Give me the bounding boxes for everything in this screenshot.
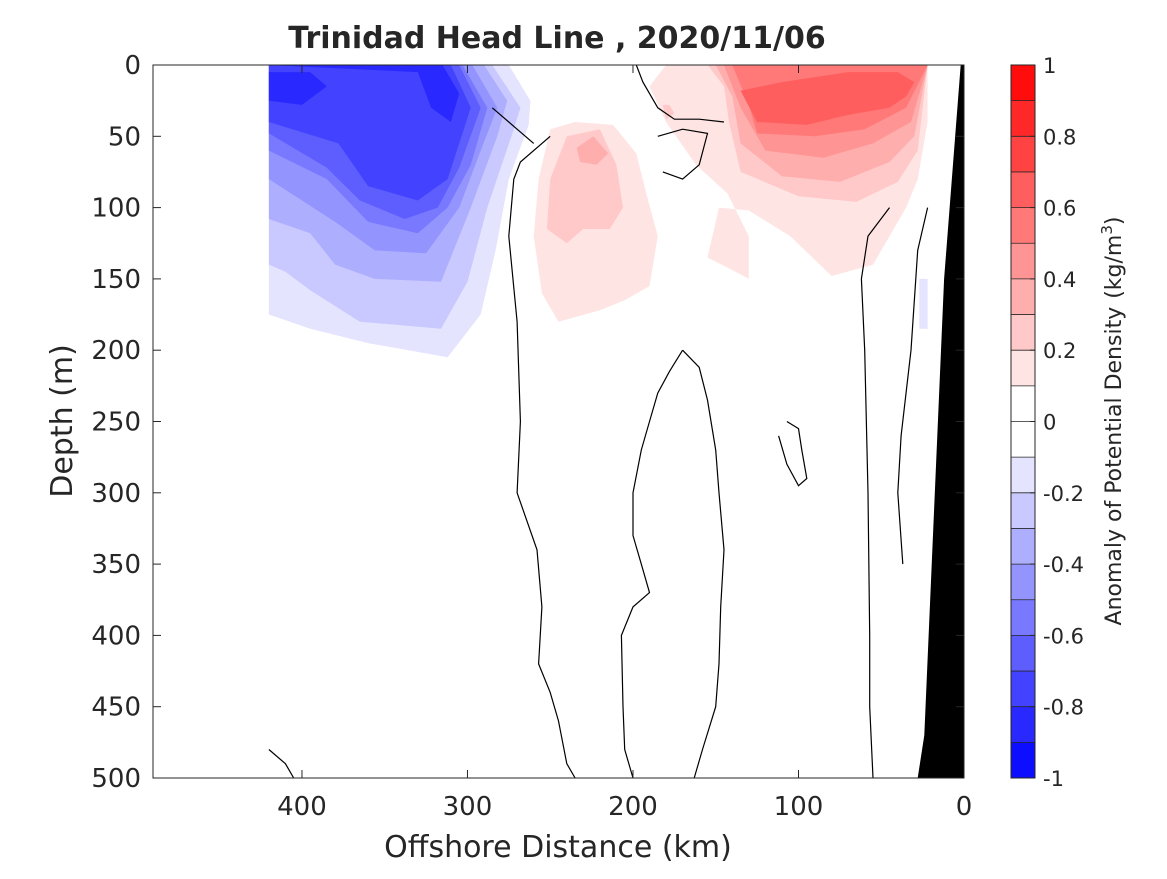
colorbar-tick-label-0.4: 0.4 [1043,268,1076,292]
colorbar-tick-label-0.8: 0.8 [1043,125,1076,149]
chart-title: Trinidad Head Line , 2020/11/06 [288,21,825,56]
contour-region-9 [919,278,928,329]
y-tick-label-500: 500 [91,764,141,794]
colorbar-band-11 [1011,457,1035,494]
contour-region-6 [268,65,471,201]
y-tick-label-250: 250 [91,408,141,438]
x-axis: 400 300 200 100 0 [277,65,972,822]
colorbar-unit-suffix: ) [1102,217,1127,226]
y-tick-label-300: 300 [91,479,141,509]
contour-region-8 [268,72,327,105]
contour-region-13 [662,104,675,120]
contour-line-5 [620,349,684,778]
y-axis: 0 50 100 150 200 250 300 350 400 450 500 [91,51,964,794]
colorbar-tick-label-0.6: 0.6 [1043,197,1076,221]
colorbar: 1 0.8 0.6 0.4 0.2 0 -0.2 -0.4 -0.6 -0.8 -1 [1010,54,1084,791]
x-tick-label-300: 300 [443,792,493,822]
y-tick-label-50: 50 [108,122,141,152]
y-tick-label-200: 200 [91,336,141,366]
contour-line-8 [897,207,929,565]
contour-region-7 [268,65,460,122]
colorbar-band-13 [1011,528,1035,565]
colorbar-tick-label-0.2: 0.2 [1043,339,1076,363]
contour-line-9 [268,749,295,778]
colorbar-unit-exponent: 3 [1098,225,1116,235]
contour-line-7 [860,207,890,778]
colorbar-label: Anomaly of Potential Density (kg/m3) [1098,217,1127,626]
colorbar-band-1 [1011,100,1035,137]
contour-fill-layer [268,65,928,358]
colorbar-band-18 [1011,706,1035,743]
x-tick-label-200: 200 [608,792,658,822]
colorbar-tick-label--0.2: -0.2 [1043,482,1084,506]
x-axis-label: Offshore Distance (km) [384,830,732,865]
bathymetry-layer [917,65,964,778]
contour-line-2 [508,135,576,778]
y-tick-label-0: 0 [124,51,141,81]
contour-line-3 [657,128,709,180]
colorbar-tick-label--0.6: -0.6 [1043,624,1084,648]
y-tick-label-400: 400 [91,621,141,651]
colorbar-tick-label--0.4: -0.4 [1043,553,1084,577]
colorbar-band-16 [1011,635,1035,672]
contour-region-12 [546,129,623,244]
colorbar-band-9 [1011,385,1035,422]
colorbar-band-6 [1011,278,1035,316]
colorbar-band-10 [1011,421,1035,458]
contour-line-0 [635,65,725,123]
x-tick-label-100: 100 [774,792,824,822]
colorbar-tick-label-1: 1 [1043,54,1056,78]
colorbar-band-2 [1011,136,1035,173]
contour-line-layer [268,65,929,778]
bathymetry-wedge [917,65,964,778]
colorbar-label-text: Anomaly of Potential Density [1102,307,1127,626]
colorbar-band-12 [1011,492,1035,529]
y-tick-label-150: 150 [91,265,141,295]
contour-line-4 [682,349,725,778]
y-axis-label: Depth (m) [45,344,80,498]
x-tick-label-400: 400 [277,792,327,822]
colorbar-band-17 [1011,671,1035,708]
colorbar-band-3 [1011,171,1035,209]
y-tick-label-350: 350 [91,550,141,580]
contour-region-15 [576,136,609,165]
y-tick-label-450: 450 [91,693,141,723]
x-tick-label-0: 0 [956,792,973,822]
colorbar-band-14 [1011,564,1035,601]
colorbar-tick-label--0.8: -0.8 [1043,696,1084,720]
contour-line-1 [491,107,535,144]
colorbar-band-19 [1011,742,1035,779]
y-tick-label-100: 100 [91,194,141,224]
colorbar-tick-label-0: 0 [1043,411,1056,435]
colorbar-unit-prefix: (kg/m [1102,235,1127,299]
colorbar-band-5 [1011,243,1035,280]
contour-region-19 [740,72,915,125]
colorbar-band-4 [1011,207,1035,244]
colorbar-band-7 [1011,314,1035,351]
colorbar-band-8 [1011,350,1035,387]
colorbar-tick-label--1: -1 [1043,767,1064,791]
contour-line-6 [778,420,808,487]
colorbar-band-0 [1011,65,1035,102]
colorbar-band-15 [1011,599,1035,636]
